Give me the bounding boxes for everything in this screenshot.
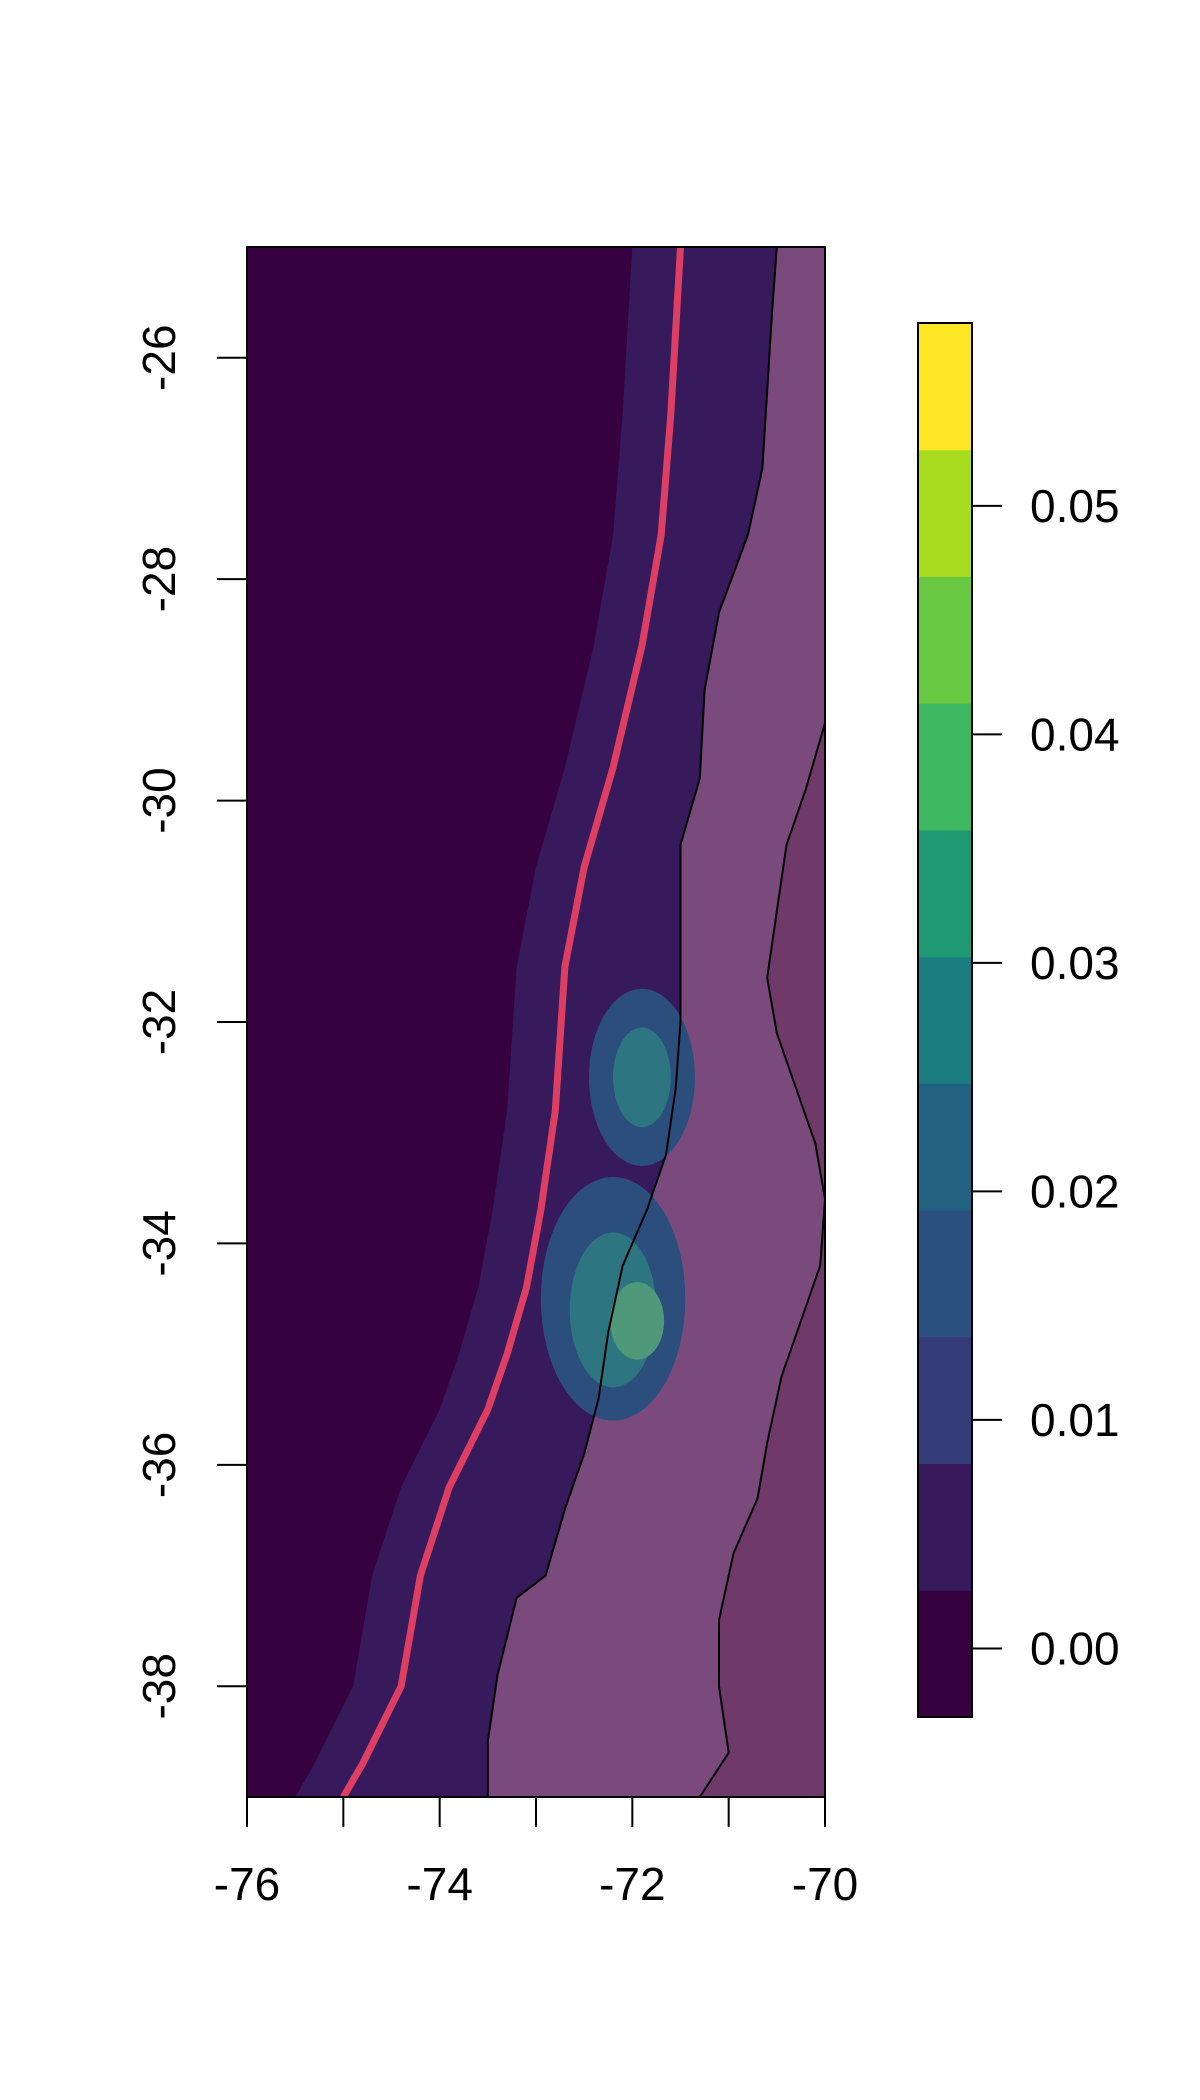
y-tick-label: -38 (133, 1653, 185, 1719)
legend-bin (918, 1336, 972, 1465)
legend-bin (918, 1590, 972, 1718)
x-axis: -76 -74 -72 -70 (214, 1796, 858, 1910)
y-tick-label: -30 (133, 767, 185, 833)
legend-bin (918, 829, 972, 958)
legend-tick-label: 0.00 (1030, 1622, 1120, 1674)
y-tick-label: -34 (133, 1210, 185, 1276)
color-legend: 0.00 0.01 0.02 0.03 0.04 0.05 (917, 322, 1120, 1718)
legend-bin (918, 323, 972, 451)
legend-bin (918, 703, 972, 831)
legend-bin (918, 956, 972, 1084)
legend-bin (918, 576, 972, 704)
legend-tick-label: 0.01 (1030, 1394, 1120, 1446)
legend-bin (918, 1210, 972, 1338)
y-tick-label: -28 (133, 546, 185, 612)
hotspot-core (610, 1282, 665, 1360)
x-tick-label: -70 (792, 1858, 858, 1910)
legend-bin (918, 1463, 972, 1591)
coastline (486, 247, 778, 1797)
y-tick-label: -32 (133, 989, 185, 1055)
legend-tick-label: 0.05 (1030, 480, 1120, 532)
x-tick-label: -72 (599, 1858, 665, 1910)
legend-tick-label: 0.04 (1030, 708, 1120, 760)
legend-tick-label: 0.03 (1030, 937, 1120, 989)
legend-frame (917, 322, 973, 1718)
legend-bin (918, 449, 972, 577)
land-area (487, 247, 825, 1797)
land-east-area (699, 723, 825, 1797)
x-tick-label: -76 (214, 1858, 280, 1910)
country-border (698, 722, 825, 1797)
trench-line (340, 247, 684, 1797)
legend-tick-label: 0.02 (1030, 1165, 1120, 1217)
y-tick-label: -26 (133, 324, 185, 390)
y-tick-label: -36 (133, 1432, 185, 1498)
y-axis: -26 -28 -30 -32 -34 -36 -38 (133, 324, 247, 1720)
map-plot-area (247, 247, 825, 1797)
x-tick-label: -74 (406, 1858, 472, 1910)
legend-bin (918, 1083, 972, 1211)
